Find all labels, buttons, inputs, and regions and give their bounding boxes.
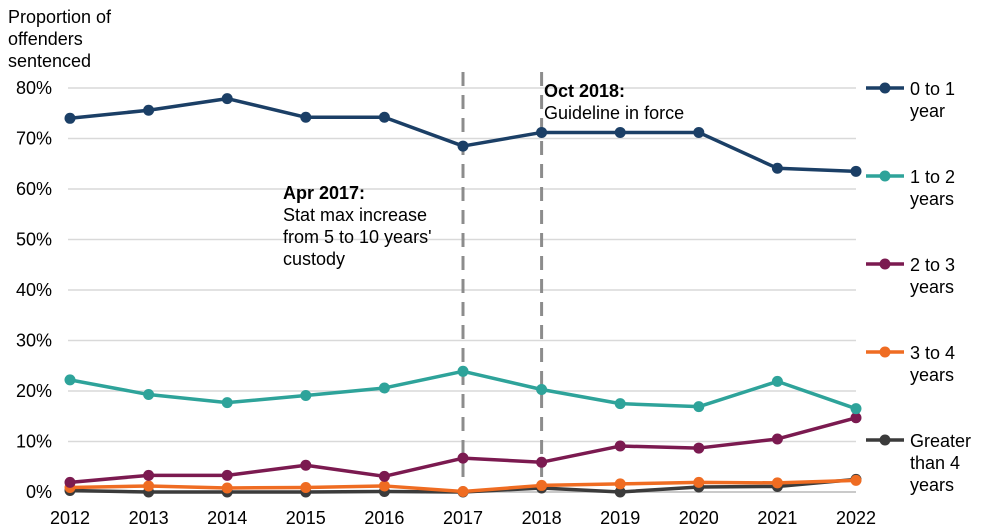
- legend-label-line: 2 to 3: [910, 255, 956, 275]
- data-point: [771, 433, 783, 445]
- data-point: [693, 442, 705, 454]
- x-tick-label: 2019: [600, 508, 640, 528]
- legend-label-1-to-2-years: 1 to 2 years: [910, 166, 1000, 210]
- legend-label-3-to-4-years: 3 to 4 years: [910, 342, 1000, 386]
- data-point: [771, 375, 783, 387]
- legend-label-line: years: [910, 277, 955, 297]
- legend-label-2-to-3-years: 2 to 3 years: [910, 254, 1000, 298]
- y-tick-label: 10%: [16, 432, 52, 452]
- data-point: [378, 470, 390, 482]
- data-point: [614, 398, 626, 410]
- y-tick-label: 70%: [16, 129, 52, 149]
- data-point: [850, 165, 862, 177]
- data-point: [536, 126, 548, 138]
- data-point: [771, 477, 783, 489]
- annotation-apr-2017: Apr 2017: Stat max increase from 5 to 10…: [283, 182, 432, 270]
- y-tick-label: 0%: [26, 482, 52, 502]
- data-point: [221, 469, 233, 481]
- data-point: [693, 401, 705, 413]
- legend-label-line: years: [910, 475, 955, 495]
- data-point: [300, 390, 312, 402]
- data-point: [614, 478, 626, 490]
- annotation-title: Apr 2017:: [283, 183, 366, 203]
- annotation-text: Guideline in force: [544, 103, 685, 123]
- data-point: [850, 412, 862, 424]
- legend-swatch-marker: [879, 170, 891, 182]
- data-point: [850, 474, 862, 486]
- legend-label-line: than 4: [910, 453, 961, 473]
- series-line: [69, 96, 857, 174]
- x-tick-label: 2022: [836, 508, 876, 528]
- annotation-text: Stat max increase from 5 to 10 years' cu…: [283, 205, 432, 269]
- legend-label-line: years: [910, 365, 955, 385]
- data-point: [850, 403, 862, 415]
- data-point: [457, 452, 469, 464]
- legend-label-line: Greater: [910, 431, 972, 451]
- x-tick-label: 2021: [757, 508, 797, 528]
- annotation-oct-2018: Oct 2018: Guideline in force: [544, 80, 684, 124]
- legend-swatch-marker: [879, 82, 891, 94]
- data-point: [693, 476, 705, 488]
- legend-swatch-marker: [879, 434, 891, 446]
- data-point: [378, 111, 390, 123]
- data-point: [378, 480, 390, 492]
- x-tick-label: 2020: [679, 508, 719, 528]
- data-point: [536, 456, 548, 468]
- y-tick-label: 30%: [16, 331, 52, 351]
- data-point: [300, 481, 312, 493]
- y-tick-label: 20%: [16, 381, 52, 401]
- data-point: [457, 365, 469, 377]
- x-tick-label: 2014: [207, 508, 247, 528]
- y-tick-label: 80%: [16, 78, 52, 98]
- x-tick-label: 2017: [443, 508, 483, 528]
- legend-label-line: year: [910, 101, 946, 121]
- legend-label-line: 1 to 2: [910, 167, 956, 187]
- data-point: [143, 480, 155, 492]
- legend-swatch-marker: [879, 346, 891, 358]
- x-tick-label: 2016: [364, 508, 404, 528]
- legend-swatch-marker: [879, 258, 891, 270]
- y-tick-label: 40%: [16, 280, 52, 300]
- y-axis-title-line: offenders: [8, 29, 83, 49]
- data-point: [457, 485, 469, 497]
- data-point: [300, 111, 312, 123]
- legend-label-0-to-1-year: 0 to 1 year: [910, 78, 1000, 122]
- data-point: [536, 479, 548, 491]
- legend-label-line: years: [910, 189, 955, 209]
- y-axis-title-line: Proportion of: [8, 7, 112, 27]
- data-point: [614, 440, 626, 452]
- data-point: [614, 126, 626, 138]
- data-point: [143, 104, 155, 116]
- legend-label-greater-than-4-years: Greater than 4 years: [910, 430, 1000, 496]
- data-point: [693, 126, 705, 138]
- data-point: [614, 486, 626, 498]
- x-tick-label: 2015: [286, 508, 326, 528]
- data-point: [143, 469, 155, 481]
- data-point: [378, 382, 390, 394]
- data-point: [64, 112, 76, 124]
- x-tick-label: 2013: [129, 508, 169, 528]
- y-axis-title-line: sentenced: [8, 51, 92, 71]
- data-point: [457, 140, 469, 152]
- data-point: [64, 476, 76, 488]
- data-point: [64, 374, 76, 386]
- y-axis-title: Proportion of offenders sentenced: [8, 6, 168, 72]
- data-point: [300, 459, 312, 471]
- x-tick-label: 2012: [50, 508, 90, 528]
- x-tick-label: 2018: [522, 508, 562, 528]
- y-tick-label: 50%: [16, 230, 52, 250]
- legend-label-line: 3 to 4: [910, 343, 956, 363]
- y-tick-label: 60%: [16, 179, 52, 199]
- data-point: [771, 162, 783, 174]
- data-point: [221, 482, 233, 494]
- data-point: [143, 389, 155, 401]
- data-point: [221, 93, 233, 105]
- data-point: [536, 383, 548, 395]
- legend-label-line: 0 to 1: [910, 79, 956, 99]
- data-point: [221, 397, 233, 409]
- annotation-title: Oct 2018:: [544, 81, 626, 101]
